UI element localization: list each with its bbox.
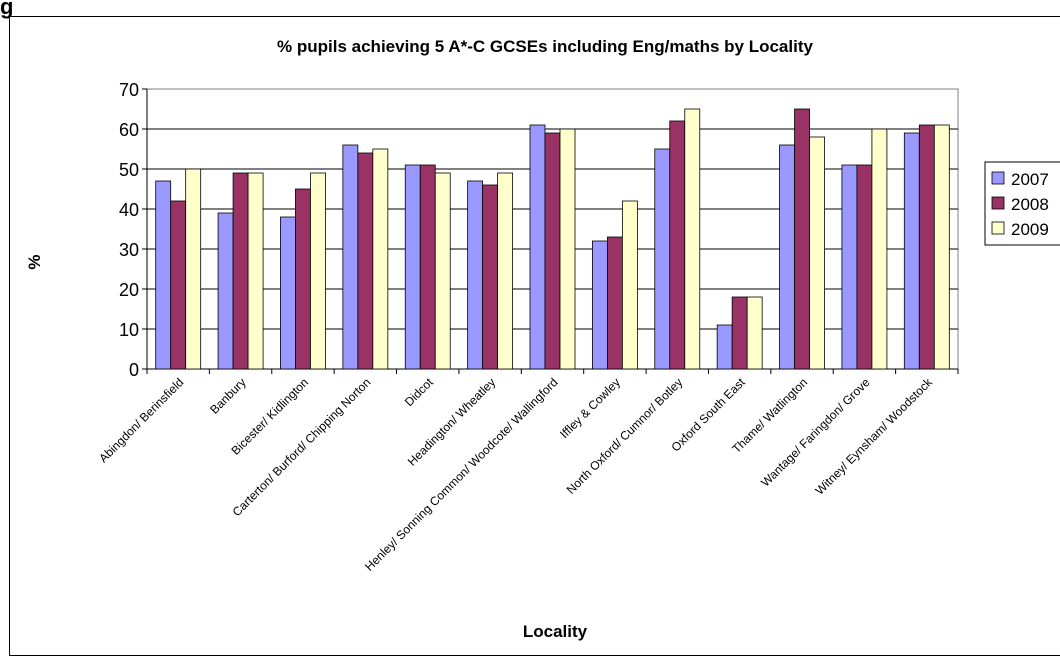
legend-swatch bbox=[991, 171, 1005, 185]
bar bbox=[280, 216, 296, 370]
bar bbox=[217, 212, 234, 370]
bar bbox=[871, 128, 888, 370]
y-tick-label: 50 bbox=[119, 160, 139, 180]
bar bbox=[933, 124, 950, 370]
legend-swatch bbox=[991, 196, 1005, 210]
bar bbox=[482, 184, 499, 370]
bar bbox=[684, 108, 701, 370]
bar bbox=[794, 108, 810, 370]
bar bbox=[544, 132, 561, 370]
y-tick-label: 10 bbox=[119, 320, 139, 340]
x-tick-label: Witney/ Eynsham/ Woodstock bbox=[812, 375, 935, 498]
x-tick-label: Iffley & Cowley bbox=[557, 375, 623, 441]
chart-title: % pupils achieving 5 A*-C GCSEs includin… bbox=[277, 37, 813, 56]
bar bbox=[310, 172, 326, 370]
legend-label: 2008 bbox=[1011, 195, 1049, 214]
legend-label: 2009 bbox=[1011, 220, 1049, 239]
bar bbox=[170, 200, 187, 370]
x-tick-label: Abingdon/ Berinsfield bbox=[96, 375, 186, 465]
bar bbox=[357, 152, 374, 370]
bar bbox=[746, 296, 763, 370]
bar bbox=[295, 188, 311, 370]
bar bbox=[903, 132, 920, 370]
bar bbox=[654, 148, 671, 370]
bar bbox=[591, 240, 608, 370]
bar bbox=[606, 236, 623, 370]
x-tick-label: North Oxford/ Cumnor/ Botley bbox=[564, 375, 686, 497]
x-axis-label: Locality bbox=[523, 622, 588, 641]
y-tick-label: 0 bbox=[129, 360, 139, 380]
x-tick-label: Wantage/ Faringdon/ Grove bbox=[758, 375, 873, 490]
bar bbox=[434, 172, 451, 370]
x-tick-label: Carterton/ Burford/ Chipping Norton bbox=[230, 375, 374, 519]
y-tick-label: 20 bbox=[119, 280, 139, 300]
bar bbox=[155, 180, 172, 370]
y-tick-label: 60 bbox=[119, 120, 139, 140]
y-tick-label: 70 bbox=[119, 80, 139, 100]
legend-swatch bbox=[991, 221, 1005, 235]
bar bbox=[716, 324, 733, 370]
bar bbox=[731, 296, 748, 370]
bar bbox=[856, 164, 873, 370]
bar bbox=[918, 124, 935, 370]
plot-area: 0 10 20 30 40 50 60 70 Abingdon/ Berinsfield Banb… bbox=[96, 80, 959, 574]
bar bbox=[809, 136, 825, 370]
chart-frame: % pupils achieving 5 A*-C GCSEs includin… bbox=[9, 16, 1060, 656]
bar bbox=[559, 128, 576, 370]
y-tick-label: 30 bbox=[119, 240, 139, 260]
bar bbox=[342, 144, 359, 370]
corner-label: g bbox=[0, 0, 14, 19]
chart: % pupils achieving 5 A*-C GCSEs includin… bbox=[25, 37, 1060, 641]
x-tick-label: Didcot bbox=[402, 375, 436, 409]
bar bbox=[232, 172, 249, 370]
bar bbox=[497, 172, 514, 370]
bar bbox=[621, 200, 638, 370]
bar bbox=[467, 180, 484, 370]
legend-label: 2007 bbox=[1011, 170, 1049, 189]
bar bbox=[529, 124, 546, 370]
bar bbox=[247, 172, 264, 370]
bar bbox=[372, 148, 389, 370]
y-axis-label: % bbox=[25, 254, 44, 269]
bar bbox=[841, 164, 858, 370]
bar bbox=[779, 144, 795, 370]
bar bbox=[404, 164, 421, 370]
bar bbox=[419, 164, 436, 370]
bar bbox=[669, 120, 686, 370]
y-tick-label: 40 bbox=[119, 200, 139, 220]
x-tick-label: Banbury bbox=[207, 375, 249, 417]
bar bbox=[185, 168, 202, 370]
legend: 2007 2008 2009 bbox=[984, 161, 1060, 246]
